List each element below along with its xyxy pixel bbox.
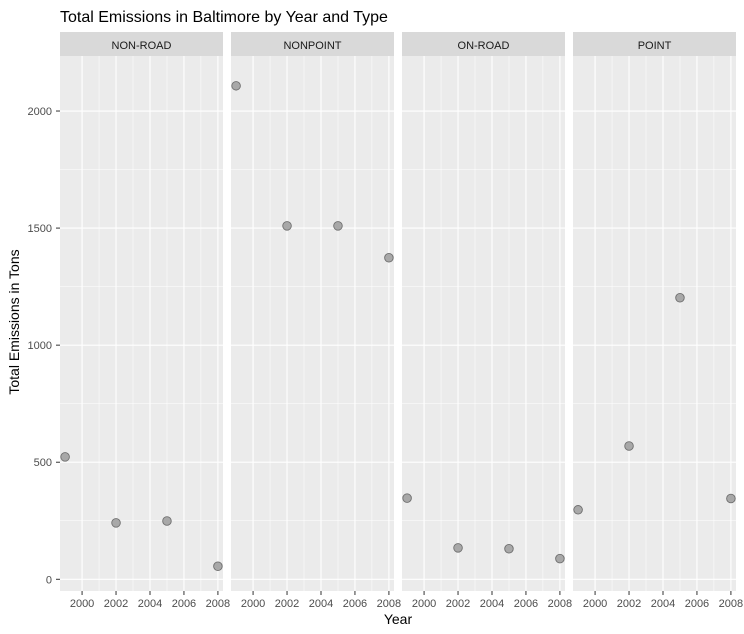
x-tick-label: 2000	[241, 598, 265, 610]
facet-strip	[573, 32, 736, 56]
facet-strip-label: POINT	[638, 40, 672, 52]
plot-panel	[231, 56, 394, 591]
data-point	[162, 516, 172, 526]
data-point	[555, 553, 565, 564]
facet-panel: NON-ROAD 2000 2002 2004 2006 2008	[60, 32, 230, 610]
x-tick-label: 2002	[275, 598, 299, 610]
x-tick-label: 2004	[651, 598, 675, 610]
data-point	[333, 221, 343, 231]
y-tick-label: 500	[34, 457, 52, 469]
facet-panel: POINT 2000 2002 2004 2006 2008	[573, 32, 743, 610]
x-tick-label: 2006	[514, 598, 538, 610]
y-tick-label: 0	[46, 574, 52, 586]
data-point	[213, 561, 223, 571]
data-point	[282, 221, 292, 231]
x-tick-label: 2002	[446, 598, 470, 610]
data-point	[573, 505, 583, 515]
plot-panel	[402, 56, 565, 591]
facet-strip	[402, 32, 565, 56]
x-tick-label: 2008	[206, 598, 230, 610]
data-point	[231, 81, 241, 91]
data-point	[453, 543, 463, 553]
facet-strip-label: NON-ROAD	[112, 40, 172, 52]
facet-strip-label: NONPOINT	[283, 40, 341, 52]
plot-panel	[60, 56, 223, 591]
y-tick-label: 2000	[28, 106, 52, 118]
x-tick-label: 2004	[480, 598, 504, 610]
x-tick-label: 2002	[617, 598, 641, 610]
facet-strip	[231, 32, 394, 56]
facet-panels: NON-ROAD 2000 2002 2004 2006 2008 NONPOINT 2000…	[60, 32, 743, 610]
x-tick-label: 2000	[583, 598, 607, 610]
data-point	[384, 253, 394, 263]
x-tick-label: 2006	[172, 598, 196, 610]
data-point	[726, 493, 736, 504]
data-point	[402, 493, 412, 503]
facet-strip	[60, 32, 223, 56]
facet-panel: NONPOINT 2000 2002 2004 2006 2008	[231, 32, 401, 610]
x-tick-label: 2006	[685, 598, 709, 610]
facet-panel: ON-ROAD 2000 2002 2004 2006 2008	[402, 32, 572, 610]
x-tick-label: 2008	[719, 598, 743, 610]
data-point	[111, 518, 121, 528]
data-point	[504, 544, 514, 554]
chart-title: Total Emissions in Baltimore by Year and…	[60, 9, 388, 26]
y-tick-label: 1000	[28, 340, 52, 352]
x-tick-label: 2008	[548, 598, 572, 610]
x-tick-label: 2004	[138, 598, 162, 610]
x-tick-label: 2006	[343, 598, 367, 610]
y-tick-label: 1500	[28, 223, 52, 235]
x-axis-title: Year	[384, 611, 413, 627]
x-tick-label: 2000	[70, 598, 94, 610]
data-point	[675, 292, 685, 303]
y-axis-title: Total Emissions in Tons	[6, 249, 22, 394]
facet-strip-label: ON-ROAD	[458, 40, 510, 52]
y-axis: 0 500 1000 1500 2000	[28, 106, 60, 586]
x-tick-label: 2004	[309, 598, 333, 610]
data-point	[624, 441, 634, 451]
x-tick-label: 2002	[104, 598, 128, 610]
data-point	[60, 452, 70, 462]
x-tick-label: 2008	[377, 598, 401, 610]
plot-panel	[573, 56, 736, 591]
x-tick-label: 2000	[412, 598, 436, 610]
